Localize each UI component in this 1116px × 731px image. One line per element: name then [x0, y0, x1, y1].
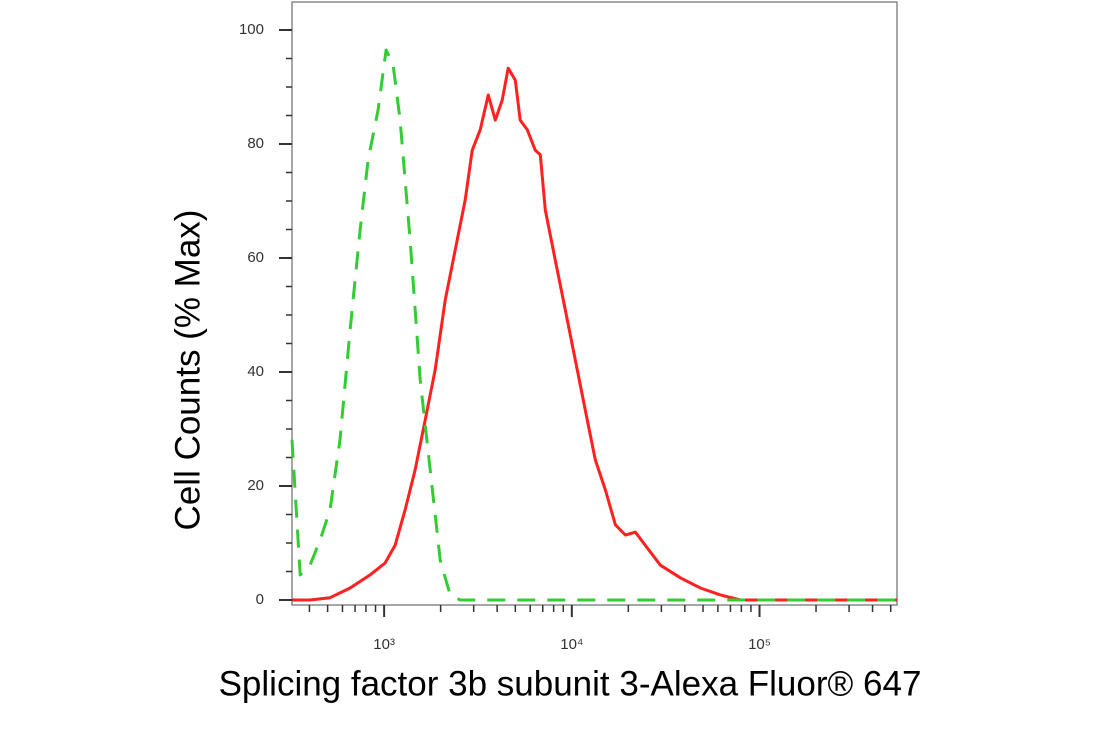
y-axis-label: Cell Counts (% Max) — [168, 210, 207, 531]
y-tick-label: 40 — [247, 363, 264, 380]
y-tick-label: 20 — [247, 477, 264, 494]
x-axis-label: Splicing factor 3b subunit 3-Alexa Fluor… — [219, 664, 922, 703]
series-line — [290, 48, 897, 602]
y-tick-label: 80 — [247, 135, 264, 152]
y-tick-label: 60 — [247, 249, 264, 266]
x-tick-label: 10⁵ — [748, 636, 771, 653]
series-line — [292, 66, 897, 602]
x-tick-label: 10⁴ — [560, 636, 583, 653]
y-tick-label: 100 — [239, 21, 264, 38]
y-tick-label: 0 — [256, 591, 264, 608]
plot-frame — [291, 1, 898, 606]
x-tick-label: 10³ — [373, 636, 395, 653]
